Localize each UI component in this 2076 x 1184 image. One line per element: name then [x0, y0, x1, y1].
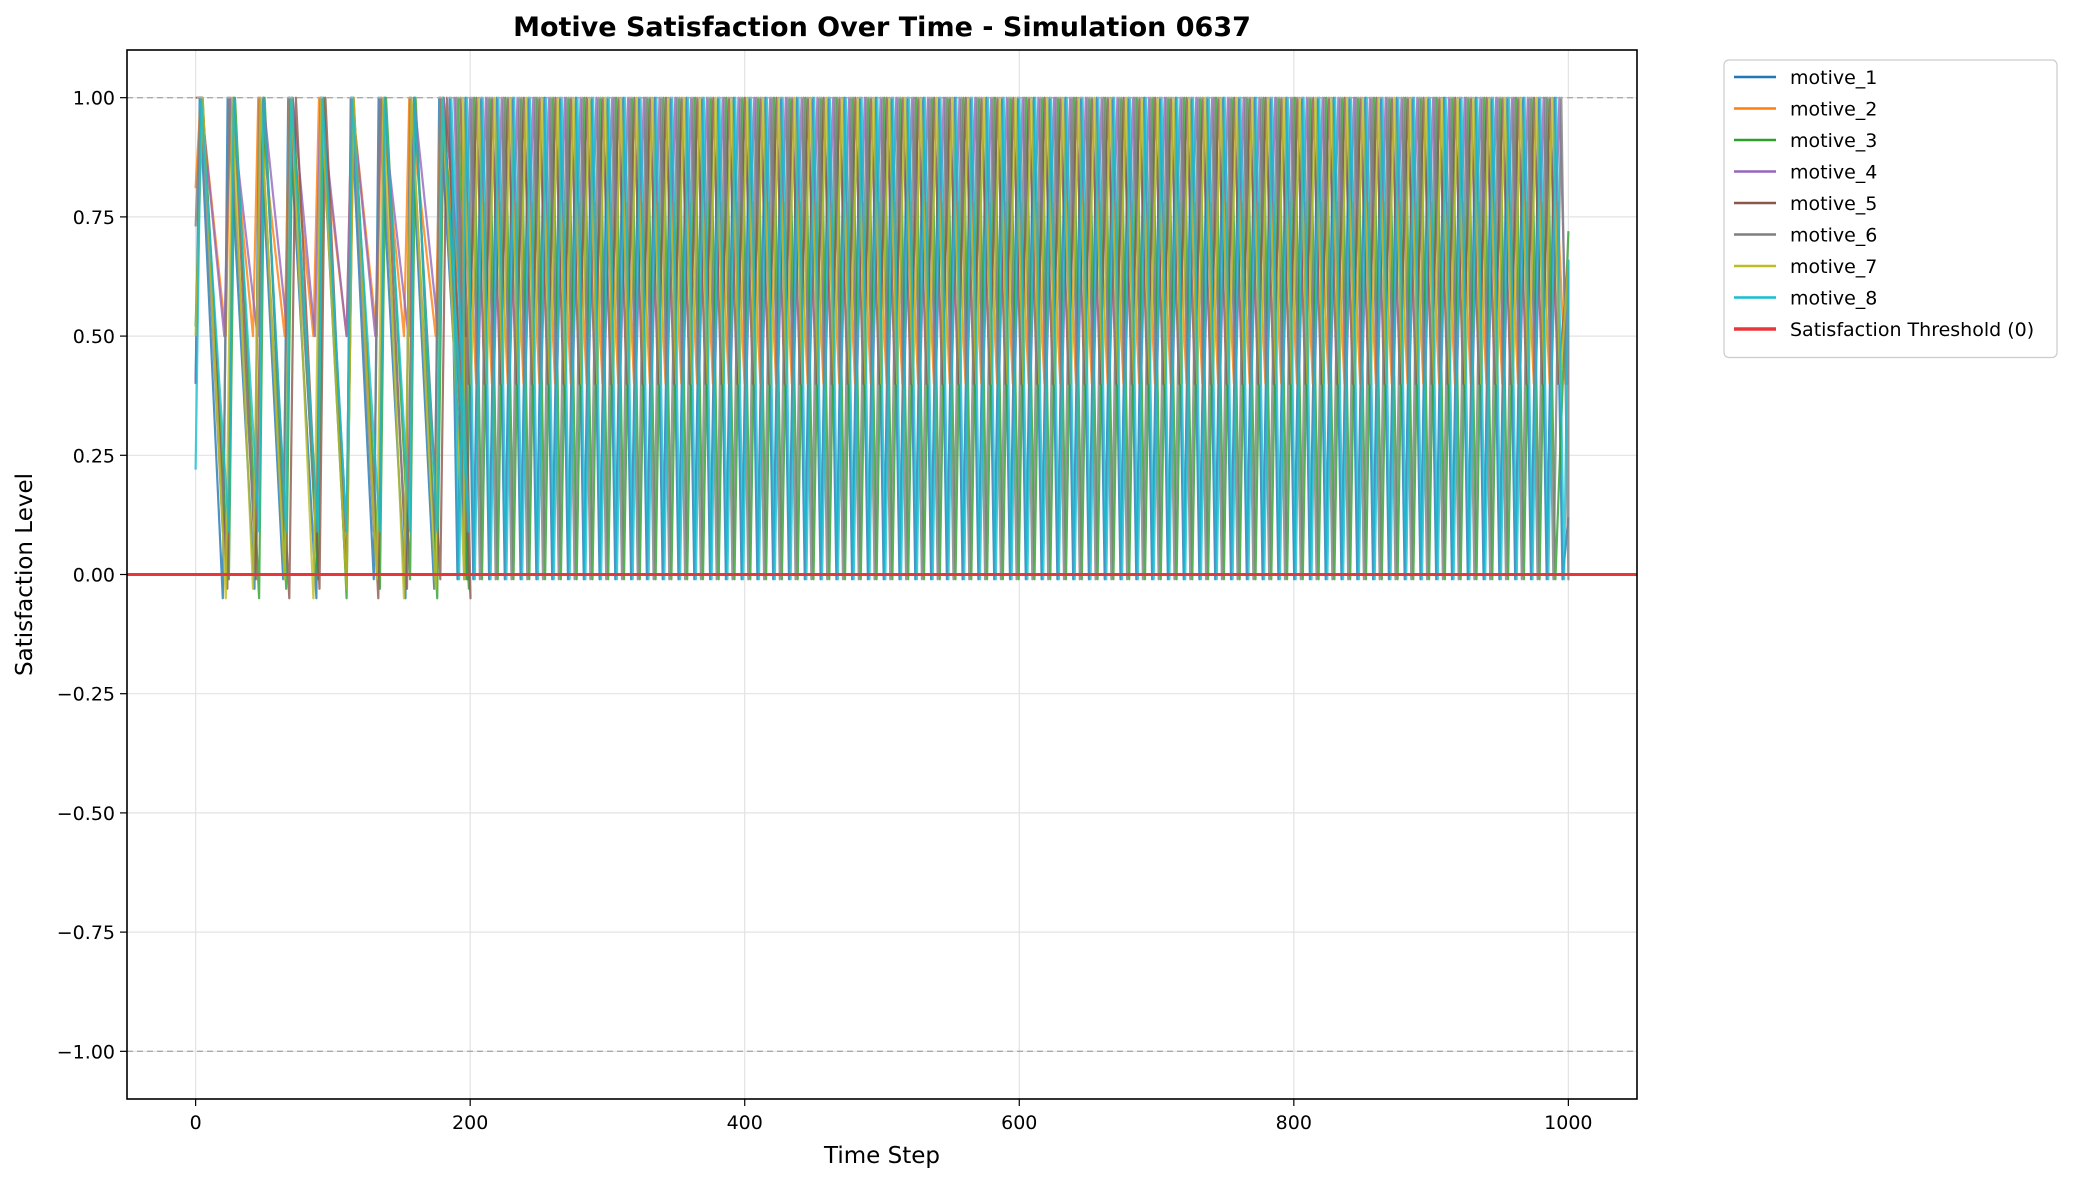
- y-tick-label: 0.75: [73, 207, 115, 229]
- legend-label: motive_6: [1790, 225, 1877, 247]
- legend-label: Satisfaction Threshold (0): [1790, 319, 2034, 341]
- x-tick-label: 1000: [1544, 1112, 1592, 1134]
- x-tick-label: 0: [190, 1112, 202, 1134]
- x-tick-label: 200: [452, 1112, 488, 1134]
- x-tick-label: 600: [1001, 1112, 1037, 1134]
- series-line-motive_8: [194, 96, 1570, 581]
- chart-title: Motive Satisfaction Over Time - Simulati…: [513, 12, 1251, 43]
- legend: motive_1 motive_2 motive_3 motive_4 motive_5…: [1723, 59, 2058, 359]
- legend-label: motive_8: [1790, 288, 1877, 310]
- y-tick-label: 0.00: [73, 565, 115, 587]
- y-tick-label: −0.50: [57, 803, 115, 825]
- series-line-motive_7: [194, 96, 1570, 600]
- series-line-motive_6: [194, 96, 1570, 581]
- legend-label: motive_2: [1790, 99, 1877, 121]
- y-tick-label: −0.75: [57, 922, 115, 944]
- reference-lines: [127, 96, 1637, 1053]
- y-tick-label: 0.50: [73, 326, 115, 348]
- y-tick-label: 0.25: [73, 445, 115, 467]
- y-tick-label: 1.00: [73, 88, 115, 110]
- y-tick-label: −0.25: [57, 684, 115, 706]
- y-tick-label: −1.00: [57, 1041, 115, 1063]
- legend-label: motive_5: [1790, 193, 1877, 215]
- legend-label: motive_1: [1790, 67, 1877, 89]
- y-axis-label: Satisfaction Level: [12, 473, 38, 676]
- x-tick-label: 400: [727, 1112, 763, 1134]
- legend-label: motive_4: [1790, 162, 1877, 184]
- legend-label: motive_3: [1790, 130, 1877, 152]
- series-layer: [194, 96, 1570, 600]
- legend-label: motive_7: [1790, 256, 1877, 278]
- axis-ticks: 0 200 400 600 800 1000 1.00 0.75 0.50 0.25 0.00 −0.…: [57, 88, 1593, 1134]
- legend-box: [1723, 59, 2058, 359]
- x-axis-label: Time Step: [823, 1143, 940, 1169]
- x-tick-label: 800: [1276, 1112, 1312, 1134]
